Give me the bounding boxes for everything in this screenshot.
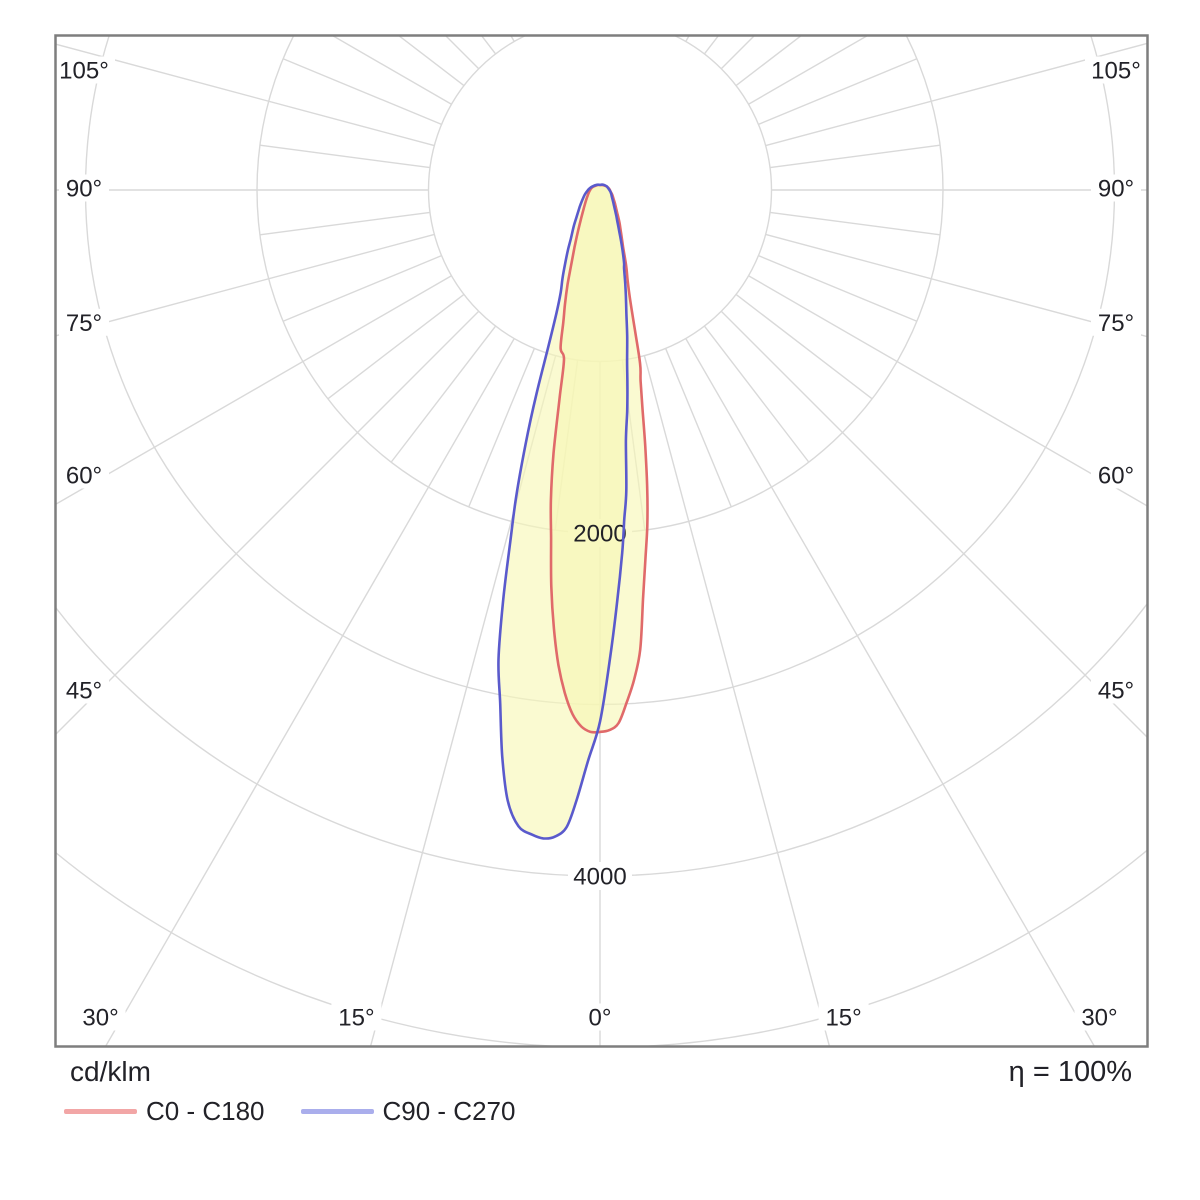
legend-item-c0-c180: C0 - C180	[64, 1096, 265, 1127]
grid-spoke-major	[748, 36, 868, 105]
grid-spoke-major	[643, 355, 830, 1046]
grid-spoke-minor	[758, 254, 918, 322]
angle-label: 75°	[66, 310, 102, 337]
grid-spoke-major	[765, 233, 1147, 338]
angle-label-mask	[581, 1003, 619, 1031]
angle-label: 0°	[589, 1005, 612, 1032]
angle-label-mask	[331, 1003, 382, 1031]
grid-spoke-minor	[666, 0, 732, 32]
angle-label: 105°	[59, 58, 109, 85]
plot-border	[54, 34, 1149, 1048]
grid-spoke-minor	[398, 36, 465, 87]
grid-labels: 2000 4000 0° 15° 15° 30° 30° 45° 45° 60° 60° 75° 75°…	[59, 58, 1141, 1032]
grid-spoke-minor	[769, 211, 941, 236]
grid-spoke-minor	[735, 36, 802, 87]
angle-label-mask	[818, 1003, 869, 1031]
legend-label-c90-c270: C90 - C270	[382, 1096, 516, 1126]
angle-label: 60°	[1098, 462, 1134, 489]
angle-label-mask	[75, 1003, 126, 1031]
grid-spoke-minor	[259, 144, 431, 169]
ring-label-mask	[568, 862, 632, 890]
grid-spoke-minor	[282, 58, 442, 126]
legend: C0 - C180 C90 - C270	[64, 1096, 515, 1127]
grid-spoke-minor	[555, 0, 577, 20]
angle-label-mask	[59, 676, 109, 704]
angle-label-mask	[1091, 676, 1141, 704]
angle-label-mask	[1091, 308, 1141, 336]
angle-label-mask	[59, 174, 109, 202]
efficiency-label: η = 100%	[1008, 1056, 1132, 1088]
curve-strokes	[497, 183, 649, 840]
angle-label: 60°	[66, 462, 102, 489]
grid-spoke-minor	[468, 348, 536, 508]
legend-label-c0-c180: C0 - C180	[146, 1096, 265, 1126]
grid-spoke-major	[201, 0, 556, 24]
angle-label: 75°	[1098, 310, 1134, 337]
angle-label: 90°	[66, 176, 102, 203]
grid-spoke-major	[56, 233, 435, 337]
angle-label: 30°	[1081, 1005, 1117, 1032]
angle-label: 45°	[66, 678, 102, 705]
angle-label-mask	[53, 56, 115, 84]
angle-label: 105°	[1091, 58, 1141, 85]
grid-spoke-minor	[769, 144, 941, 169]
angle-label: 90°	[1098, 176, 1134, 203]
legend-swatch-c0-c180-line	[64, 1109, 137, 1114]
grid-spoke-minor	[735, 293, 873, 400]
grid-spoke-major	[332, 36, 452, 105]
angle-label: 15°	[825, 1005, 861, 1032]
grid-spoke-minor	[622, 0, 644, 20]
angle-label: 15°	[338, 1005, 374, 1032]
ring-label: 2000	[573, 521, 626, 548]
grid-spoke-minor	[327, 293, 465, 400]
angle-label-mask	[1091, 174, 1141, 202]
grid-spoke-minor	[758, 58, 918, 126]
curve-c0-c180	[549, 183, 649, 734]
legend-swatch-c90-c270-line	[300, 1109, 374, 1114]
grid-spoke-major	[644, 0, 999, 24]
curve-c90-c270	[497, 183, 629, 840]
angle-label-mask	[59, 461, 109, 489]
grid-spoke-major	[105, 338, 515, 1046]
grid-spoke-major	[56, 310, 480, 735]
grid-spoke-minor	[703, 325, 810, 463]
units-label: cd/klm	[70, 1056, 151, 1087]
grid-spoke-minor	[390, 325, 497, 463]
angle-label-mask	[1091, 461, 1141, 489]
grid-spoke-major	[56, 275, 452, 505]
grid-spoke-minor	[259, 211, 431, 236]
ring-label: 4000	[573, 864, 626, 891]
grid-spoke-major	[748, 275, 1147, 507]
grid-spoke-major	[720, 310, 1147, 738]
legend-item-c90-c270: C90 - C270	[300, 1096, 516, 1127]
grid-spoke-major	[370, 355, 557, 1046]
grid-spoke-minor	[664, 348, 732, 508]
grid-spoke-minor	[469, 0, 535, 32]
angle-label-mask	[1074, 1003, 1125, 1031]
angle-label: 45°	[1098, 678, 1134, 705]
grid-spoke-major	[56, 43, 435, 147]
angle-label-mask	[1085, 56, 1147, 84]
grid-spoke-major	[765, 42, 1147, 147]
grid-spoke-minor	[282, 254, 442, 322]
grid-spoke-minor	[703, 36, 719, 55]
curve-fill-c90-c270	[498, 184, 628, 839]
grid-spoke-minor	[481, 36, 497, 55]
grid-spoke-major	[685, 338, 1095, 1046]
angle-label-mask	[59, 308, 109, 336]
angle-label: 30°	[82, 1005, 118, 1032]
curve-fills	[498, 184, 648, 839]
